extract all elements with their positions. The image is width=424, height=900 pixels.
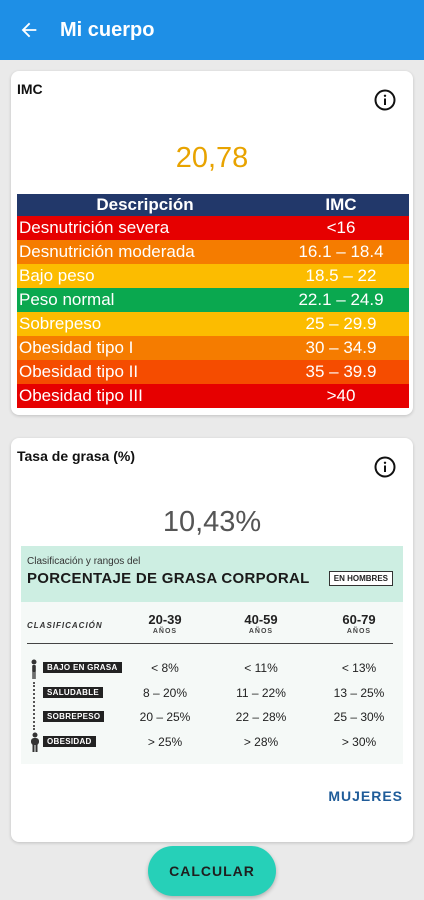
info-icon <box>374 89 396 111</box>
age-unit: AÑOS <box>346 628 372 635</box>
imc-info-button[interactable] <box>373 88 397 112</box>
imc-row-description: Obesidad tipo II <box>19 362 139 381</box>
divider <box>27 643 393 644</box>
infographic-subtitle: Clasificación y rangos del <box>27 556 141 567</box>
imc-row-range: 22.1 – 24.9 <box>298 290 384 309</box>
calcular-button[interactable]: CALCULAR <box>148 846 276 896</box>
imc-row-description: Sobrepeso <box>19 314 102 333</box>
fat-row-obesidad: OBESIDAD > 25% > 28% > 30% <box>21 733 403 753</box>
fat-value: < 11% <box>244 661 278 675</box>
imc-value: 20,78 <box>175 142 249 174</box>
category-tag: OBESIDAD <box>43 736 96 747</box>
imc-table-row: Bajo peso 18.5 – 22 <box>17 264 409 288</box>
imc-row-description: Desnutrición moderada <box>19 242 195 261</box>
page-title: Mi cuerpo <box>60 18 155 41</box>
heavy-body-icon <box>31 732 39 752</box>
imc-table-row: Peso normal 22.1 – 24.9 <box>17 288 409 312</box>
fat-value: 11 – 22% <box>236 686 286 700</box>
thin-body-icon <box>31 659 37 679</box>
infographic-title: PORCENTAJE DE GRASA CORPORAL <box>27 570 310 587</box>
age-range: 40-59 <box>244 612 278 627</box>
imc-table-row: Sobrepeso 25 – 29.9 <box>17 312 409 336</box>
imc-row-range: 16.1 – 18.4 <box>298 242 384 261</box>
imc-row-range: 25 – 29.9 <box>305 314 377 333</box>
grasa-value: 10,43% <box>162 506 262 538</box>
imc-table-row: Obesidad tipo II 35 – 39.9 <box>17 360 409 384</box>
classification-label: CLASIFICACIÓN <box>27 621 103 630</box>
fat-value: 20 – 25% <box>139 710 191 724</box>
imc-row-range: 18.5 – 22 <box>305 266 377 285</box>
fat-value: 25 – 30% <box>333 710 385 724</box>
age-column-60-79: 60-79 AÑOS <box>319 612 399 635</box>
fat-value: < 8% <box>151 661 179 675</box>
imc-table-header-description: Descripción <box>17 194 273 216</box>
arrow-back-icon <box>21 22 37 38</box>
imc-table-row: Obesidad tipo I 30 – 34.9 <box>17 336 409 360</box>
imc-table-header-imc: IMC <box>273 194 409 216</box>
imc-row-range: >40 <box>326 386 356 405</box>
imc-row-description: Obesidad tipo III <box>19 386 143 405</box>
fat-value: > 25% <box>147 735 183 749</box>
age-range: 60-79 <box>342 612 376 627</box>
age-unit: AÑOS <box>248 628 274 635</box>
imc-row-range: 35 – 39.9 <box>305 362 377 381</box>
age-unit: AÑOS <box>152 628 178 635</box>
imc-row-description: Obesidad tipo I <box>19 338 134 357</box>
fat-value: > 30% <box>341 735 377 749</box>
imc-row-description: Bajo peso <box>19 266 95 285</box>
category-tag: BAJO EN GRASA <box>43 662 122 673</box>
fat-value: < 13% <box>341 661 377 675</box>
info-icon <box>374 456 396 478</box>
imc-table-row: Desnutrición moderada 16.1 – 18.4 <box>17 240 409 264</box>
imc-row-range: 30 – 34.9 <box>305 338 377 357</box>
age-range: 20-39 <box>148 612 182 627</box>
age-column-40-59: 40-59 AÑOS <box>221 612 301 635</box>
imc-row-range: <16 <box>326 218 356 237</box>
imc-row-description: Desnutrición severa <box>19 218 170 237</box>
grasa-card: Tasa de grasa (%) 10,43% Clasificación y… <box>11 438 413 842</box>
imc-table-row: Obesidad tipo III >40 <box>17 384 409 408</box>
category-tag: SALUDABLE <box>43 687 104 698</box>
age-column-20-39: 20-39 AÑOS <box>125 612 205 635</box>
imc-table: Descripción IMC Desnutrición severa <16 De… <box>17 194 409 408</box>
imc-table-row: Desnutrición severa <16 <box>17 216 409 240</box>
imc-row-description: Peso normal <box>19 290 115 309</box>
back-button[interactable] <box>0 0 58 60</box>
app-bar: Mi cuerpo <box>0 0 424 60</box>
infographic-header: Clasificación y rangos del PORCENTAJE DE… <box>21 546 403 602</box>
fat-row-sobrepeso: SOBREPESO 20 – 25% 22 – 28% 25 – 30% <box>21 708 403 728</box>
fat-row-bajo: BAJO EN GRASA < 8% < 11% < 13% <box>21 659 403 679</box>
category-tag: SOBREPESO <box>43 711 105 722</box>
mujeres-link[interactable]: MUJERES <box>328 788 403 804</box>
infographic-badge: EN HOMBRES <box>328 571 393 586</box>
fat-row-saludable: SALUDABLE 8 – 20% 11 – 22% 13 – 25% <box>21 684 403 704</box>
grasa-info-button[interactable] <box>373 455 397 479</box>
fat-value: 13 – 25% <box>333 686 385 700</box>
imc-card-title: IMC <box>17 81 43 97</box>
fat-value: 8 – 20% <box>142 686 188 700</box>
imc-card: IMC 20,78 Descripción IMC Desnutrición s… <box>11 71 413 415</box>
fat-value: > 28% <box>243 735 279 749</box>
dotted-line <box>33 682 35 730</box>
grasa-card-title: Tasa de grasa (%) <box>17 448 136 464</box>
fat-value: 22 – 28% <box>235 710 287 724</box>
body-fat-infographic: Clasificación y rangos del PORCENTAJE DE… <box>21 546 403 764</box>
